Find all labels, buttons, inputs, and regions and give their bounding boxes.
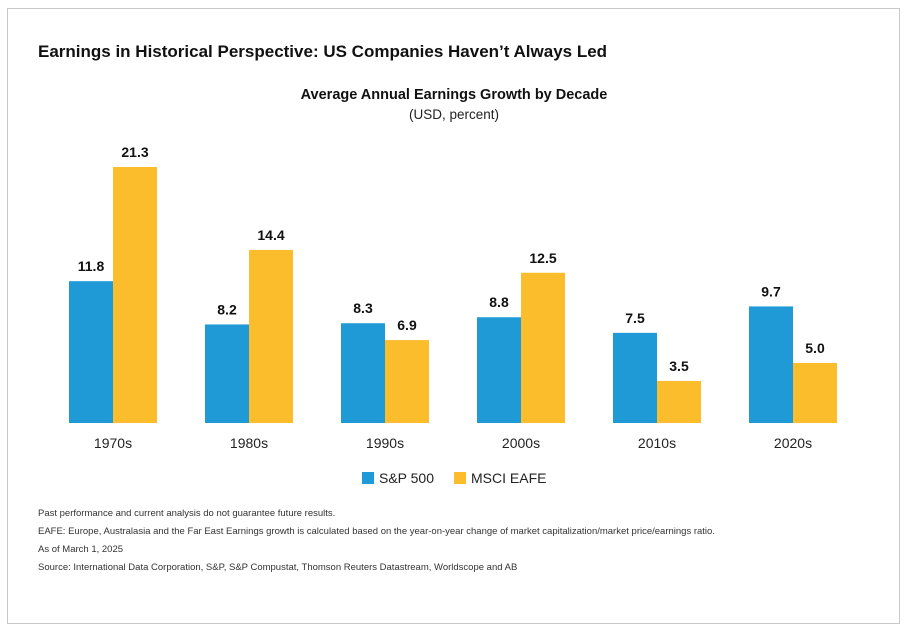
bar-msci-eafe-2010s (657, 380, 701, 423)
x-tick-label-1970s: 1970s (94, 435, 132, 451)
data-label-msci-eafe-1970s: 21.3 (121, 144, 148, 160)
data-label-msci-eafe-2020s: 5.0 (805, 340, 825, 356)
bar-s-p-500-2010s (613, 332, 657, 423)
x-tick-label-1980s: 1980s (230, 435, 268, 451)
legend-swatch-s-p-500 (362, 472, 374, 484)
data-label-s-p-500-2000s: 8.8 (489, 294, 509, 310)
bar-s-p-500-2000s (477, 317, 521, 423)
legend-swatch-msci-eafe (454, 472, 467, 484)
page-title: Earnings in Historical Perspective: US C… (38, 42, 608, 61)
x-tick-label-2010s: 2010s (638, 435, 676, 451)
data-label-msci-eafe-2010s: 3.5 (669, 358, 689, 374)
data-label-msci-eafe-1990s: 6.9 (397, 317, 417, 333)
data-label-s-p-500-2010s: 7.5 (625, 310, 645, 326)
data-label-msci-eafe-1980s: 14.4 (257, 227, 284, 243)
footnotes: Past performance and current analysis do… (38, 505, 715, 577)
data-label-msci-eafe-2000s: 12.5 (529, 250, 556, 266)
x-tick-label-2000s: 2000s (502, 435, 540, 451)
bar-msci-eafe-2000s (521, 272, 565, 423)
x-tick-label-2020s: 2020s (774, 435, 812, 451)
bar-s-p-500-1980s (205, 324, 249, 423)
bar-s-p-500-2020s (749, 306, 793, 423)
data-label-s-p-500-1990s: 8.3 (353, 300, 373, 316)
bar-msci-eafe-1980s (249, 249, 293, 423)
footnote-date: As of March 1, 2025 (38, 544, 124, 555)
legend-label-s-p-500: S&P 500 (379, 470, 434, 486)
legend-label-msci-eafe: MSCI EAFE (471, 470, 546, 486)
bar-msci-eafe-1990s (385, 340, 429, 423)
bar-msci-eafe-2020s (793, 362, 837, 423)
data-label-s-p-500-1980s: 8.2 (217, 301, 237, 317)
bar-s-p-500-1990s (341, 323, 385, 423)
footnote-eafe-definition: EAFE: Europe, Australasia and the Far Ea… (38, 526, 715, 537)
data-label-s-p-500-1970s: 11.8 (78, 258, 105, 274)
bar-s-p-500-1970s (69, 281, 113, 423)
footnote-source: Source: International Data Corporation, … (38, 562, 518, 573)
footnote-performance: Past performance and current analysis do… (38, 508, 336, 519)
chart-subtitle: (USD, percent) (408, 107, 500, 122)
data-label-s-p-500-2020s: 9.7 (761, 283, 781, 299)
x-tick-label-1990s: 1990s (366, 435, 404, 451)
chart-title: Average Annual Earnings Growth by Decade (300, 87, 608, 103)
bar-msci-eafe-1970s (113, 167, 157, 423)
